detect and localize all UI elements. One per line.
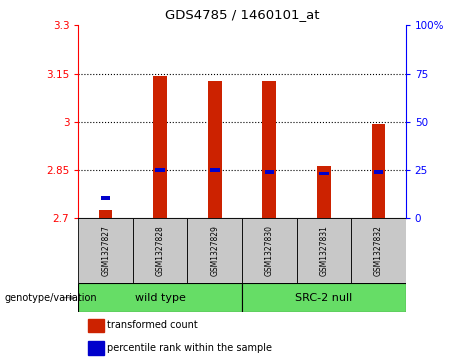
Bar (373, 170, 383, 174)
FancyBboxPatch shape (133, 218, 188, 283)
Text: percentile rank within the sample: percentile rank within the sample (106, 343, 272, 353)
Title: GDS4785 / 1460101_at: GDS4785 / 1460101_at (165, 8, 319, 21)
Bar (155, 168, 165, 172)
Bar (154, 76, 167, 218)
Text: wild type: wild type (135, 293, 186, 303)
Bar (210, 168, 219, 172)
Bar (101, 196, 111, 200)
Bar (319, 172, 329, 175)
Text: GSM1327830: GSM1327830 (265, 225, 274, 276)
FancyBboxPatch shape (188, 218, 242, 283)
FancyBboxPatch shape (296, 218, 351, 283)
FancyBboxPatch shape (78, 218, 133, 283)
Bar (99, 210, 112, 218)
Text: transformed count: transformed count (106, 321, 197, 330)
Bar (262, 81, 276, 218)
Bar (208, 81, 222, 218)
FancyBboxPatch shape (242, 283, 406, 312)
Bar (88, 319, 104, 332)
Text: GSM1327827: GSM1327827 (101, 225, 110, 276)
Bar (317, 166, 331, 218)
Text: genotype/variation: genotype/variation (5, 293, 97, 303)
Bar (265, 170, 274, 174)
Text: GSM1327832: GSM1327832 (374, 225, 383, 276)
FancyBboxPatch shape (78, 283, 242, 312)
Text: GSM1327828: GSM1327828 (156, 225, 165, 276)
Bar (372, 124, 385, 218)
Text: SRC-2 null: SRC-2 null (295, 293, 353, 303)
Text: GSM1327831: GSM1327831 (319, 225, 328, 276)
Bar (88, 342, 104, 355)
FancyBboxPatch shape (242, 218, 296, 283)
FancyBboxPatch shape (351, 218, 406, 283)
Text: GSM1327829: GSM1327829 (210, 225, 219, 276)
